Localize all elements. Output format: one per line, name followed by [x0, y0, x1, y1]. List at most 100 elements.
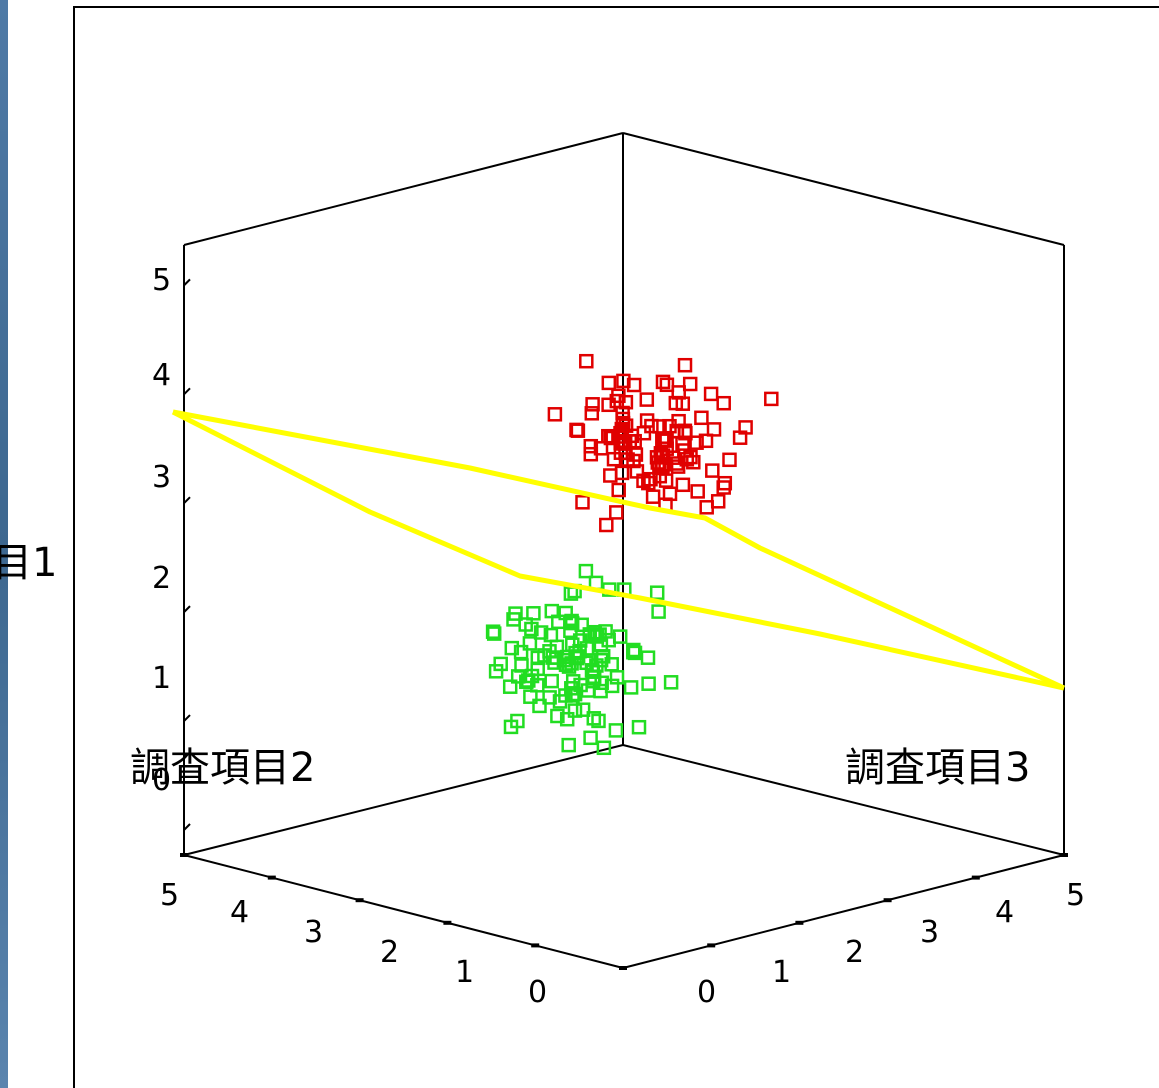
boundary-lower — [171, 409, 1065, 691]
y-tick-0 — [619, 966, 627, 970]
point-red-22 — [655, 374, 671, 390]
point-red-76 — [618, 418, 634, 433]
x-tick-label-2: 3 — [304, 915, 323, 950]
point-red-95 — [653, 450, 668, 465]
cube-edge-2 — [183, 854, 624, 969]
axis-title-y: 調査項目3 — [845, 745, 1031, 791]
chart-frame — [73, 6, 1159, 1088]
point-red-64 — [679, 452, 695, 467]
point-green-11 — [575, 702, 591, 717]
point-green-92 — [561, 659, 577, 674]
point-red-34 — [579, 353, 594, 369]
point-red-101 — [636, 425, 652, 441]
point-red-102 — [717, 475, 733, 491]
point-red-37 — [645, 489, 661, 504]
z-tick-label-4: 4 — [152, 358, 171, 393]
point-red-88 — [689, 435, 704, 450]
x-tick-label-1: 4 — [230, 895, 249, 930]
y-tick-4 — [971, 875, 980, 880]
point-green-15 — [651, 604, 666, 619]
point-red-104 — [639, 392, 655, 407]
point-red-84 — [655, 432, 670, 447]
point-red-81 — [675, 477, 691, 493]
point-green-3 — [586, 711, 602, 726]
point-red-94 — [601, 397, 616, 413]
point-green-63 — [550, 708, 565, 724]
point-red-85 — [606, 451, 622, 467]
z-tick-label-2: 2 — [152, 561, 171, 596]
tick-labels: 0 1 2 3 4 5 5 4 3 2 1 0 0 1 2 3 4 5 — [152, 263, 1085, 1010]
x-tick-4 — [267, 875, 276, 880]
point-red-87 — [583, 438, 599, 454]
y-tick-1 — [707, 943, 716, 948]
z-tick-label-3: 3 — [152, 460, 171, 495]
cube-frame — [183, 132, 1065, 969]
point-red-100 — [705, 463, 720, 478]
point-green-74 — [623, 680, 639, 695]
point-green-47 — [532, 698, 547, 714]
z-tick-0 — [183, 823, 191, 831]
z-tick-4 — [183, 387, 191, 395]
point-red-17 — [585, 397, 600, 412]
point-red-10 — [710, 494, 726, 509]
point-red-109 — [654, 459, 670, 474]
point-green-78 — [558, 688, 573, 703]
point-green-1 — [663, 675, 679, 690]
point-green-106 — [513, 644, 529, 660]
point-green-80 — [486, 626, 502, 641]
point-red-36 — [722, 452, 737, 468]
point-green-21 — [559, 711, 575, 727]
point-red-24 — [609, 505, 624, 520]
y-tick-label-4: 4 — [995, 895, 1014, 930]
z-tick-label-0: 0 — [152, 763, 171, 798]
point-red-93 — [677, 357, 693, 373]
point-green-58 — [522, 636, 538, 651]
x-tick-5 — [180, 853, 188, 857]
point-red-32 — [682, 376, 698, 392]
point-green-96 — [604, 657, 619, 672]
point-red-40 — [570, 423, 586, 438]
point-green-75 — [574, 617, 589, 633]
point-red-29 — [698, 433, 714, 449]
point-red-108 — [603, 430, 619, 446]
point-green-38 — [641, 676, 656, 691]
data-points — [485, 353, 779, 756]
cube-edge-8 — [622, 132, 1065, 246]
point-green-95 — [568, 645, 583, 661]
point-green-101 — [533, 625, 549, 640]
point-green-70 — [608, 723, 624, 738]
x-tick-label-0: 5 — [160, 878, 179, 913]
y-tick-label-1: 1 — [772, 955, 791, 990]
point-green-76 — [604, 678, 620, 694]
point-green-86 — [585, 673, 601, 689]
point-red-105 — [652, 460, 667, 476]
x-tick-label-5: 0 — [528, 975, 547, 1010]
point-green-102 — [596, 740, 612, 756]
cube-edge-0 — [183, 744, 624, 856]
x-tick-2 — [443, 920, 452, 925]
point-green-56 — [544, 603, 560, 619]
point-red-55 — [616, 373, 631, 389]
point-green-98 — [542, 690, 557, 705]
point-green-99 — [640, 650, 656, 665]
point-red-77 — [659, 377, 675, 393]
z-tick-2 — [183, 605, 191, 613]
point-green-59 — [510, 669, 526, 684]
point-green-0 — [583, 730, 598, 746]
point-green-93 — [589, 658, 604, 673]
x-tick-3 — [355, 898, 364, 903]
point-green-77 — [558, 605, 573, 621]
y-tick-3 — [883, 898, 892, 903]
point-red-60 — [694, 410, 709, 426]
point-green-107 — [530, 650, 546, 666]
cube-edge-3 — [622, 854, 1065, 969]
point-green-109 — [567, 686, 582, 702]
y-tick-5 — [1060, 853, 1068, 857]
point-red-78 — [547, 407, 563, 422]
point-red-89 — [609, 393, 625, 409]
cube-edge-1 — [622, 744, 1065, 856]
point-red-107 — [669, 423, 684, 439]
point-red-50 — [626, 377, 642, 393]
z-tick-5 — [183, 278, 191, 287]
